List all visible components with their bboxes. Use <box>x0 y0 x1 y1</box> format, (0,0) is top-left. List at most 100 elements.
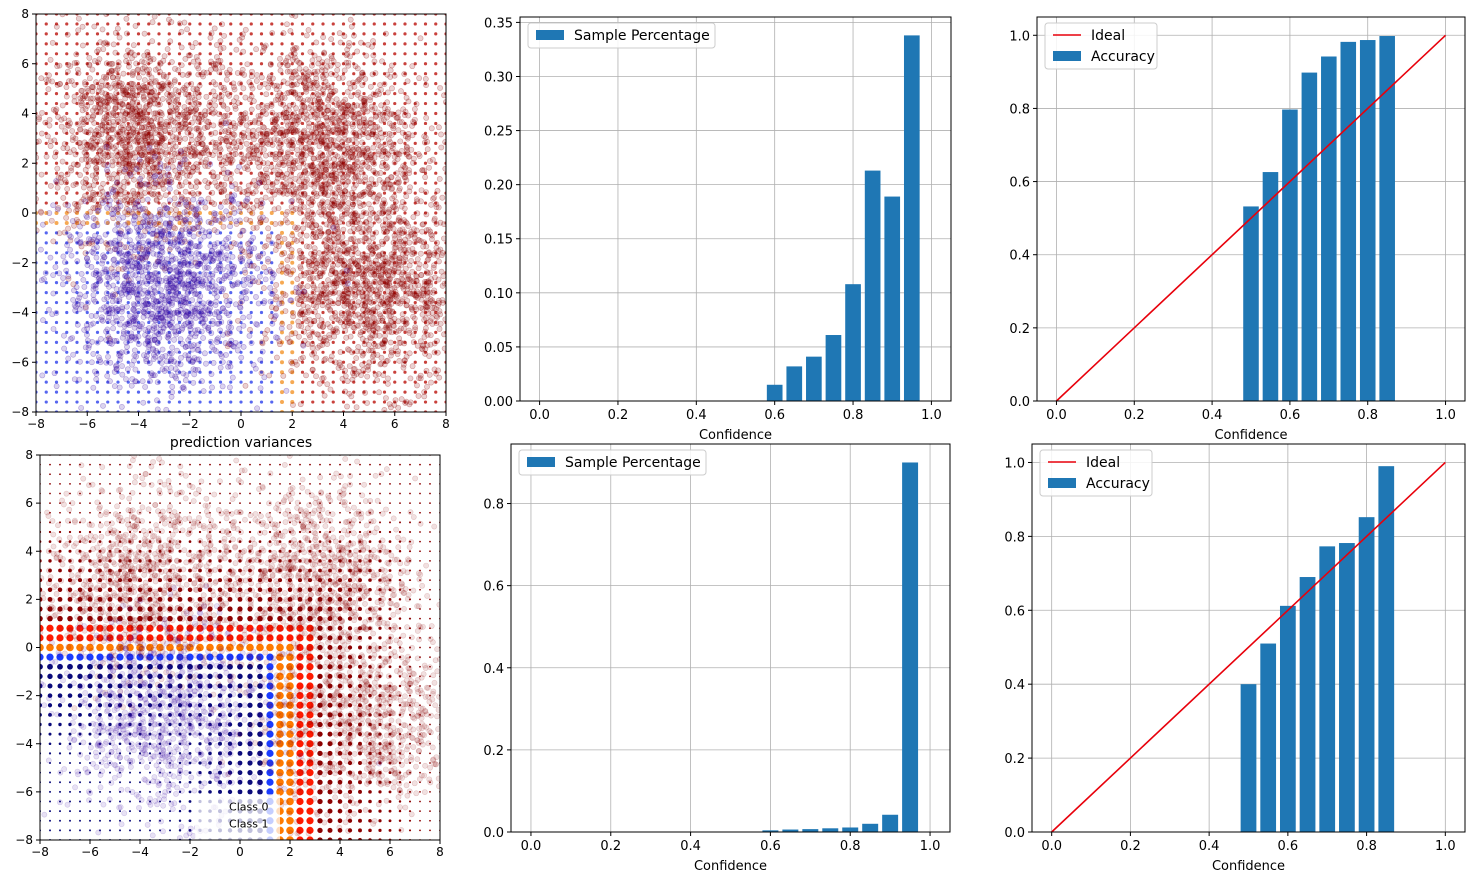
sample-point-class-1 <box>160 57 167 64</box>
sample-point-class-1 <box>390 125 397 132</box>
grid-point <box>75 291 79 295</box>
grid-point <box>75 191 79 195</box>
sample-point-class-1 <box>404 78 411 85</box>
sample-point-class-1 <box>146 66 153 73</box>
sample-point-class-1 <box>240 48 247 55</box>
sample-point-class-1 <box>80 184 87 191</box>
sample-point-class-1 <box>88 99 94 106</box>
sample-point-class-1 <box>162 127 169 134</box>
grid-point <box>75 300 79 305</box>
grid-point <box>54 161 59 165</box>
sample-point-class-1 <box>120 142 126 148</box>
grid-point <box>75 101 79 106</box>
sample-point-class-1 <box>423 114 430 121</box>
sample-point-class-1 <box>267 61 274 68</box>
grid-point <box>311 360 315 364</box>
sample-point-class-1 <box>109 74 116 81</box>
sample-point-class-1 <box>79 42 86 49</box>
sample-point-class-1 <box>266 78 273 85</box>
grid-point <box>393 370 397 374</box>
sample-point-class-1 <box>76 126 83 133</box>
sample-point-class-1 <box>336 186 343 193</box>
sample-point-class-1 <box>147 98 153 105</box>
sample-point-class-1 <box>331 177 337 184</box>
sample-point-class-1 <box>255 127 262 134</box>
grid-point <box>126 161 130 165</box>
sample-point-class-1 <box>211 25 218 32</box>
sample-point-class-1 <box>53 23 60 30</box>
grid-point <box>177 370 182 374</box>
grid-point <box>54 370 59 374</box>
grid-point <box>95 350 100 354</box>
grid-point <box>116 400 120 404</box>
grid-point <box>85 400 89 404</box>
grid-point <box>413 32 417 36</box>
grid-point <box>54 390 59 394</box>
sample-point-class-1 <box>37 208 44 215</box>
sample-point-class-1 <box>424 138 431 145</box>
grid-point <box>290 220 295 225</box>
grid-point <box>300 42 305 46</box>
grid-point <box>147 370 151 374</box>
sample-point-class-1 <box>434 187 441 194</box>
sample-point-class-1 <box>223 76 230 83</box>
sample-point-class-1 <box>370 38 376 44</box>
sample-point-class-1 <box>344 102 351 109</box>
grid-point <box>290 42 294 46</box>
grid-point <box>75 52 79 56</box>
grid-point <box>188 400 192 404</box>
grid-point <box>136 141 141 145</box>
sample-point-class-1 <box>272 127 279 134</box>
sample-point-class-1 <box>254 197 260 204</box>
sample-point-class-1 <box>311 183 318 190</box>
grid-point <box>290 62 294 66</box>
grid-point <box>106 52 110 56</box>
grid-point <box>65 241 69 245</box>
grid-point <box>95 151 100 155</box>
grid-point <box>157 340 161 344</box>
sample-point-class-1 <box>334 67 341 73</box>
grid-point <box>95 251 100 255</box>
grid-point <box>177 300 182 305</box>
sample-point-class-1 <box>58 123 65 130</box>
sample-point-class-1 <box>79 107 86 114</box>
grid-point <box>280 52 284 56</box>
sample-point-class-1 <box>109 60 116 67</box>
grid-point <box>75 171 79 175</box>
sample-point-class-1 <box>433 201 440 208</box>
sample-point-class-1 <box>251 136 257 143</box>
sample-point-class-1 <box>242 382 249 389</box>
grid-point <box>95 390 100 394</box>
grid-point <box>106 380 110 384</box>
sample-point-class-1 <box>260 146 267 153</box>
grid-point <box>75 320 79 325</box>
sample-point-class-1 <box>159 96 166 102</box>
grid-point <box>54 320 59 325</box>
sample-point-class-1 <box>151 96 158 103</box>
grid-point <box>106 131 110 135</box>
sample-point-class-1 <box>363 52 370 59</box>
sample-point-class-1 <box>237 80 244 87</box>
sample-point-class-1 <box>328 36 335 43</box>
sample-point-class-1 <box>69 128 76 134</box>
sample-point-class-1 <box>104 40 111 47</box>
sample-point-class-1 <box>156 131 163 138</box>
sample-point-class-1 <box>357 178 364 185</box>
sample-point-class-1 <box>212 66 219 72</box>
sample-point-class-1 <box>254 72 260 78</box>
sample-point-class-1 <box>115 266 122 273</box>
sample-point-class-1 <box>108 127 115 133</box>
grid-point <box>372 32 376 36</box>
sample-point-class-1 <box>156 101 163 108</box>
grid-point <box>85 231 89 235</box>
grid-point <box>177 211 182 215</box>
grid-point <box>300 52 305 56</box>
grid-point <box>85 350 89 354</box>
sample-point-class-1 <box>134 99 141 106</box>
sample-point-class-1 <box>202 159 209 166</box>
grid-point <box>54 231 59 235</box>
sample-point-class-1 <box>406 167 412 174</box>
grid-point <box>300 390 305 394</box>
grid-point <box>147 161 151 165</box>
sample-point-class-1 <box>87 158 94 164</box>
